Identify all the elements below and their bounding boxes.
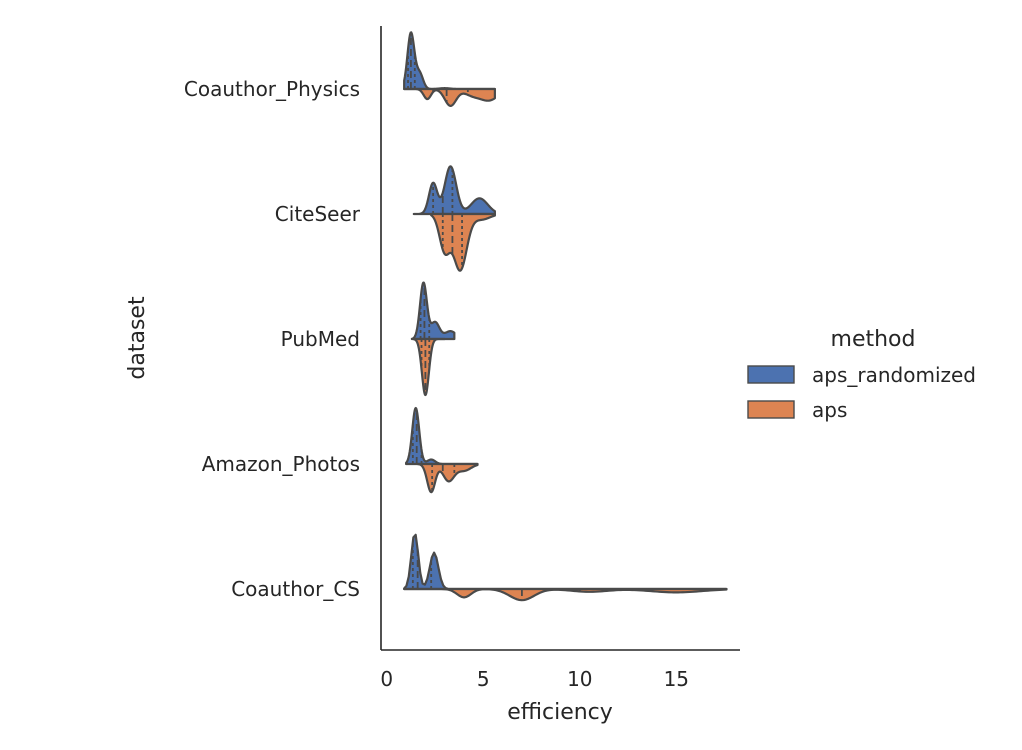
x-axis-label: efficiency xyxy=(507,700,613,725)
violin-aps_randomized-citeseer xyxy=(412,165,496,216)
violin-aps_randomized-coauthor_cs xyxy=(403,533,728,591)
legend-swatch-aps_randomized xyxy=(747,365,795,384)
violin-aps-amazon_photos xyxy=(416,462,479,494)
x-tick-label: 0 xyxy=(380,667,393,691)
violin-aps_randomized-pubmed xyxy=(410,281,456,341)
y-tick-label: PubMed xyxy=(281,327,360,351)
axes-layer xyxy=(380,26,740,651)
x-tick-label: 5 xyxy=(477,667,490,691)
y-tick-label: Coauthor_Physics xyxy=(184,77,360,101)
y-tick-label: Amazon_Photos xyxy=(202,452,360,476)
violin-aps-citeseer xyxy=(430,212,496,272)
legend-label-aps: aps xyxy=(812,398,847,422)
legend-title: method xyxy=(831,327,916,352)
legend-swatch-aps xyxy=(747,400,795,419)
violin-aps-coauthor_cs xyxy=(403,587,728,602)
violin-aps-coauthor_physics xyxy=(403,87,496,108)
y-tick-label: CiteSeer xyxy=(275,202,361,226)
y-tick-label: Coauthor_CS xyxy=(231,577,360,601)
y-axis-label: dataset xyxy=(125,296,150,380)
violins-layer xyxy=(403,31,728,602)
legend-label-aps_randomized: aps_randomized xyxy=(812,363,976,387)
violin-aps_randomized-coauthor_physics xyxy=(403,31,496,91)
x-tick-label: 15 xyxy=(664,667,689,691)
y-tick-labels: Coauthor_Physics CiteSeer PubMed Amazon_Pho… xyxy=(184,77,361,601)
x-tick-label: 10 xyxy=(567,667,592,691)
x-tick-labels: 0 5 10 15 xyxy=(380,667,689,691)
